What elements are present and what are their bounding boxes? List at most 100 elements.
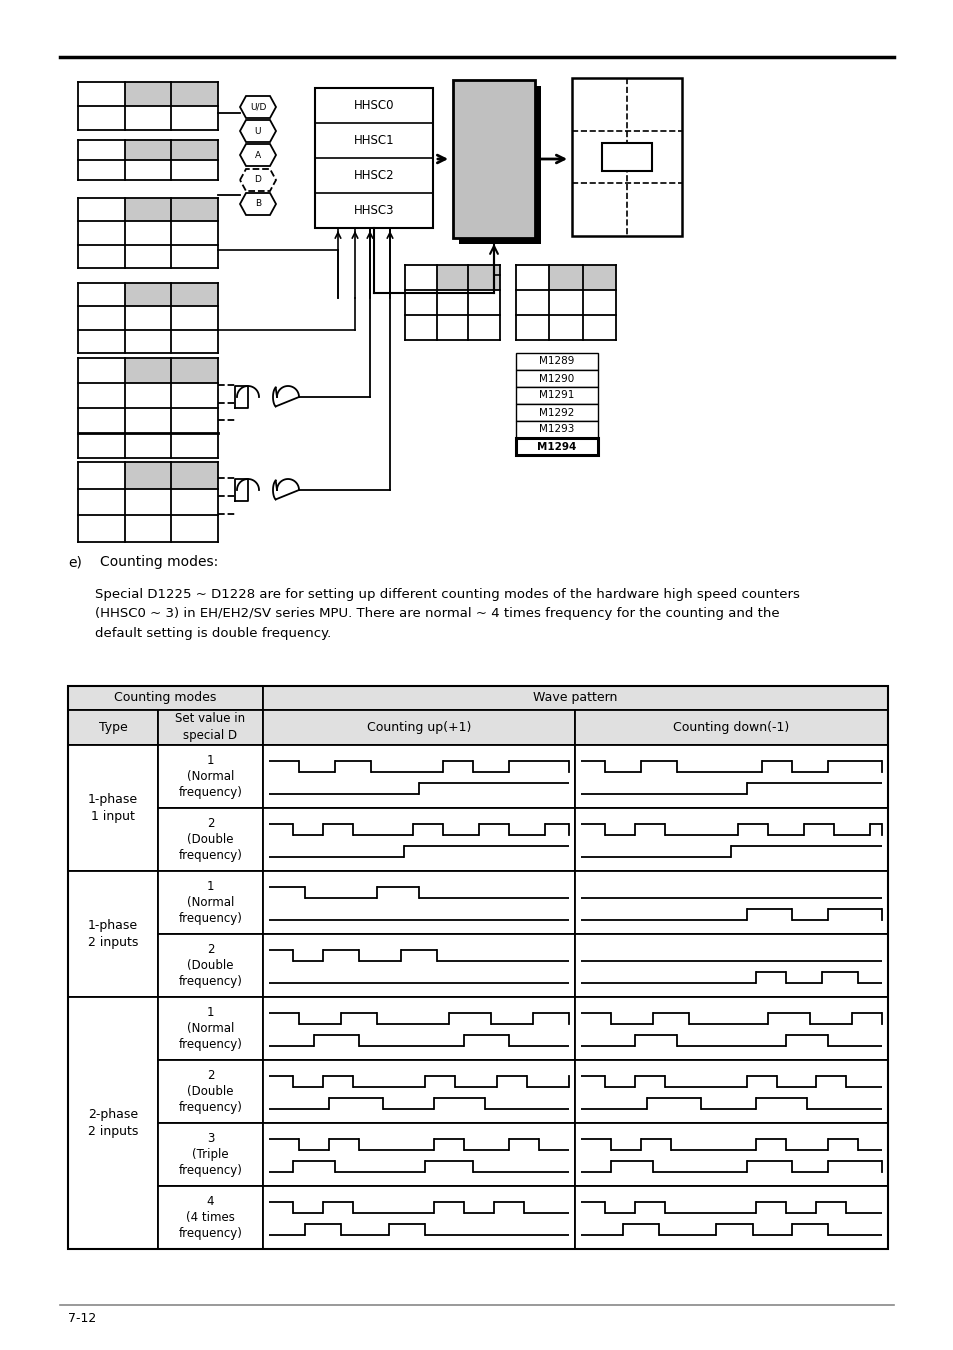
Bar — [575, 1123, 887, 1187]
Bar — [572, 78, 681, 236]
Text: 2
(Double
frequency): 2 (Double frequency) — [178, 944, 242, 988]
Bar — [263, 1123, 575, 1187]
Bar — [516, 370, 598, 387]
Bar — [436, 265, 468, 290]
Text: 1
(Normal
frequency): 1 (Normal frequency) — [178, 1006, 242, 1052]
Text: Special D1225 ~ D1228 are for setting up different counting modes of the hardwar: Special D1225 ~ D1228 are for setting up… — [95, 589, 799, 640]
Text: M1290: M1290 — [538, 374, 574, 383]
Bar — [575, 809, 887, 871]
Bar — [172, 284, 218, 306]
Text: 1
(Normal
frequency): 1 (Normal frequency) — [178, 755, 242, 799]
Polygon shape — [234, 479, 248, 501]
Bar — [68, 710, 158, 745]
Bar — [172, 140, 218, 161]
Text: M1291: M1291 — [538, 390, 574, 401]
Polygon shape — [273, 386, 298, 406]
Text: HHSC3: HHSC3 — [354, 204, 394, 217]
Text: 2
(Double
frequency): 2 (Double frequency) — [178, 817, 242, 863]
Bar — [158, 998, 263, 1060]
Bar — [263, 1187, 575, 1249]
Bar — [575, 871, 887, 934]
Bar — [158, 745, 263, 809]
Text: 2
(Double
frequency): 2 (Double frequency) — [178, 1069, 242, 1114]
Bar — [263, 998, 575, 1060]
Polygon shape — [240, 120, 275, 142]
Bar — [582, 265, 616, 290]
Bar — [575, 934, 887, 998]
Bar — [158, 871, 263, 934]
Text: M1292: M1292 — [538, 408, 574, 417]
Text: 1
(Normal
frequency): 1 (Normal frequency) — [178, 880, 242, 925]
Bar — [575, 998, 887, 1060]
Polygon shape — [273, 479, 298, 500]
Bar — [549, 265, 582, 290]
Bar — [172, 82, 218, 107]
Text: Type: Type — [98, 721, 128, 734]
Polygon shape — [240, 144, 275, 166]
Text: 1-phase
2 inputs: 1-phase 2 inputs — [88, 919, 138, 949]
Polygon shape — [240, 96, 275, 117]
Bar — [172, 462, 218, 489]
Text: M1294: M1294 — [537, 441, 576, 451]
Bar — [516, 421, 598, 437]
Bar — [263, 809, 575, 871]
Text: HHSC1: HHSC1 — [354, 134, 394, 147]
Text: Counting modes:: Counting modes: — [100, 555, 218, 568]
Bar — [575, 745, 887, 809]
Bar — [158, 934, 263, 998]
Text: Counting modes: Counting modes — [114, 691, 216, 705]
Text: e): e) — [68, 555, 82, 568]
Text: HHSC2: HHSC2 — [354, 169, 394, 182]
Bar — [68, 998, 158, 1249]
Bar — [172, 358, 218, 383]
Bar — [125, 140, 172, 161]
Text: Wave pattern: Wave pattern — [533, 691, 617, 705]
Bar — [158, 710, 263, 745]
Bar — [575, 1060, 887, 1123]
Bar — [575, 1187, 887, 1249]
Text: 2-phase
2 inputs: 2-phase 2 inputs — [88, 1108, 138, 1138]
Text: 7-12: 7-12 — [68, 1311, 96, 1324]
Bar — [263, 710, 575, 745]
Text: A: A — [254, 150, 261, 159]
Bar — [516, 437, 598, 455]
Text: U: U — [254, 127, 261, 135]
Bar — [125, 462, 172, 489]
Bar — [125, 198, 172, 221]
Bar — [263, 934, 575, 998]
Text: B: B — [254, 200, 261, 208]
Bar — [575, 710, 887, 745]
Bar — [468, 265, 499, 290]
Polygon shape — [234, 386, 248, 408]
Bar — [68, 745, 158, 871]
Bar — [263, 871, 575, 934]
Bar — [516, 387, 598, 404]
Bar — [458, 86, 540, 244]
Text: M1293: M1293 — [538, 424, 574, 435]
Text: U/D: U/D — [250, 103, 266, 112]
Bar — [125, 358, 172, 383]
Polygon shape — [240, 193, 275, 215]
Bar — [172, 198, 218, 221]
Bar — [125, 284, 172, 306]
Bar — [68, 686, 263, 710]
Bar — [158, 1060, 263, 1123]
Bar — [158, 1123, 263, 1187]
Bar — [314, 88, 433, 228]
Bar — [68, 871, 158, 998]
Text: M1289: M1289 — [538, 356, 574, 366]
Bar — [516, 404, 598, 421]
Bar — [263, 745, 575, 809]
Bar — [158, 809, 263, 871]
Bar — [516, 352, 598, 370]
Bar — [263, 686, 887, 710]
Text: Counting down(-1): Counting down(-1) — [673, 721, 789, 734]
Bar — [453, 80, 535, 238]
Bar — [125, 82, 172, 107]
Text: D: D — [254, 176, 261, 185]
Text: 1-phase
1 input: 1-phase 1 input — [88, 794, 138, 822]
Bar — [601, 143, 651, 171]
Text: 4
(4 times
frequency): 4 (4 times frequency) — [178, 1195, 242, 1241]
Text: Counting up(+1): Counting up(+1) — [366, 721, 471, 734]
Bar — [158, 1187, 263, 1249]
